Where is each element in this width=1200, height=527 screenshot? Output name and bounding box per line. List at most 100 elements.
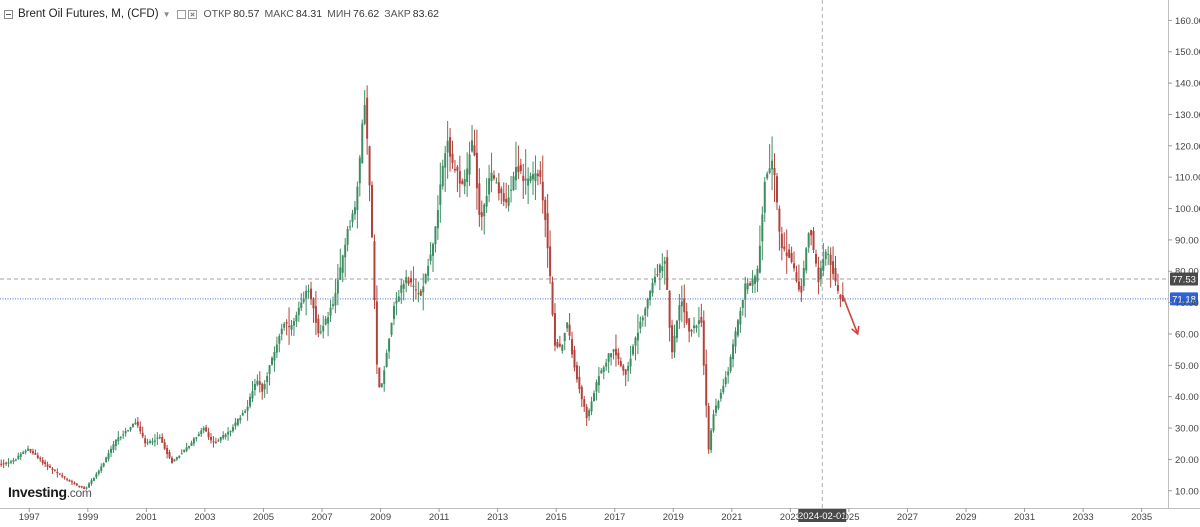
candle-body bbox=[358, 157, 361, 184]
candle-body bbox=[617, 352, 620, 360]
candle-body bbox=[34, 453, 37, 455]
candle-body bbox=[24, 450, 27, 453]
candle-body bbox=[685, 311, 688, 323]
current-price-label-bg bbox=[1170, 292, 1198, 306]
y-tick-label: 120.00 bbox=[1175, 141, 1200, 152]
y-tick-label: 110.00 bbox=[1175, 173, 1200, 184]
crosshair-date-label-bg bbox=[798, 509, 847, 522]
candle-body bbox=[761, 214, 764, 242]
candle-body bbox=[814, 253, 817, 264]
candle-body bbox=[117, 437, 120, 442]
candle-body bbox=[492, 175, 495, 179]
candle-body bbox=[829, 254, 832, 266]
open-label: ОТКР bbox=[203, 8, 232, 20]
x-tick-label: 2023 bbox=[780, 512, 801, 522]
candle-body bbox=[217, 440, 220, 442]
candle-body bbox=[368, 146, 371, 186]
y-tick-label: 140.00 bbox=[1175, 79, 1200, 90]
candle-body bbox=[653, 276, 656, 283]
candle-body bbox=[468, 154, 471, 175]
forecast-arrow-head-icon bbox=[851, 325, 860, 336]
candle-body bbox=[805, 248, 808, 271]
candle-body bbox=[485, 196, 488, 207]
candle-body bbox=[732, 344, 735, 360]
candle-body bbox=[329, 307, 332, 316]
x-tick-label: 2025 bbox=[838, 512, 859, 522]
settings-square-icon[interactable] bbox=[176, 9, 186, 19]
candle-body bbox=[341, 255, 344, 273]
candle-body bbox=[702, 320, 705, 366]
candle-body bbox=[744, 283, 747, 300]
candle-body bbox=[749, 283, 752, 286]
candle-body bbox=[339, 267, 342, 280]
candle-body bbox=[795, 272, 798, 282]
candle-body bbox=[490, 172, 493, 182]
forecast-arrow-line bbox=[842, 296, 859, 335]
candle-body bbox=[580, 386, 583, 400]
candle-body bbox=[317, 318, 320, 334]
candle-body bbox=[573, 349, 576, 368]
candle-body bbox=[327, 317, 330, 324]
candle-body bbox=[651, 282, 654, 294]
candle-body bbox=[12, 460, 15, 462]
candle-body bbox=[214, 441, 217, 443]
candle-body bbox=[797, 281, 800, 290]
x-tick-label: 2013 bbox=[487, 512, 508, 522]
candle-body bbox=[817, 267, 820, 283]
x-tick-label: 2029 bbox=[955, 512, 976, 522]
candle-body bbox=[636, 332, 639, 341]
candle-body bbox=[75, 483, 78, 486]
candle-body bbox=[127, 430, 130, 432]
candle-body bbox=[349, 226, 352, 228]
x-tick-label: 2021 bbox=[721, 512, 742, 522]
candle-body bbox=[231, 427, 234, 432]
candle-body bbox=[246, 406, 249, 411]
open-value: 80.57 bbox=[233, 8, 260, 20]
candle-body bbox=[563, 332, 566, 342]
candle-body bbox=[192, 438, 195, 444]
close-icon[interactable] bbox=[187, 9, 197, 19]
candle-body bbox=[722, 385, 725, 393]
candle-body bbox=[80, 486, 83, 488]
candle-body bbox=[480, 212, 483, 217]
candle-body bbox=[690, 330, 693, 332]
candle-body bbox=[290, 325, 293, 330]
candle-body bbox=[666, 257, 669, 290]
candle-body bbox=[124, 431, 127, 434]
candle-body bbox=[634, 337, 637, 346]
candle-body bbox=[190, 442, 193, 446]
candle-body bbox=[466, 168, 469, 183]
candle-body bbox=[800, 286, 803, 293]
collapse-icon[interactable] bbox=[4, 9, 13, 19]
candle-body bbox=[549, 246, 552, 277]
candle-body bbox=[500, 188, 503, 193]
logo-name: Investing bbox=[8, 484, 67, 500]
candle-body bbox=[129, 427, 132, 430]
candle-body bbox=[180, 453, 183, 455]
candle-body bbox=[351, 213, 354, 223]
instrument-header: Brent Oil Futures, M, (CFD) ▼ ОТКР 80.57… bbox=[4, 6, 439, 22]
x-tick-label: 2017 bbox=[604, 512, 625, 522]
candle-body bbox=[456, 166, 459, 171]
candle-body bbox=[378, 367, 381, 388]
close-label: ЗАКР bbox=[384, 8, 411, 20]
candle-body bbox=[754, 276, 757, 284]
x-tick-label: 2003 bbox=[194, 512, 215, 522]
candle-body bbox=[200, 430, 203, 435]
x-tick-label: 2009 bbox=[370, 512, 391, 522]
candle-body bbox=[207, 432, 210, 438]
candle-body bbox=[534, 173, 537, 182]
candle-body bbox=[644, 308, 647, 316]
candle-body bbox=[266, 375, 269, 383]
price-levels bbox=[0, 0, 1168, 508]
candle-body bbox=[632, 346, 635, 355]
candle-body bbox=[149, 441, 152, 443]
candle-body bbox=[261, 383, 264, 392]
candle-body bbox=[163, 442, 166, 449]
candle-body bbox=[134, 422, 137, 425]
instrument-title[interactable]: Brent Oil Futures, M, (CFD) bbox=[18, 8, 159, 20]
candle-body bbox=[112, 444, 115, 450]
chevron-down-icon[interactable]: ▼ bbox=[162, 9, 171, 19]
